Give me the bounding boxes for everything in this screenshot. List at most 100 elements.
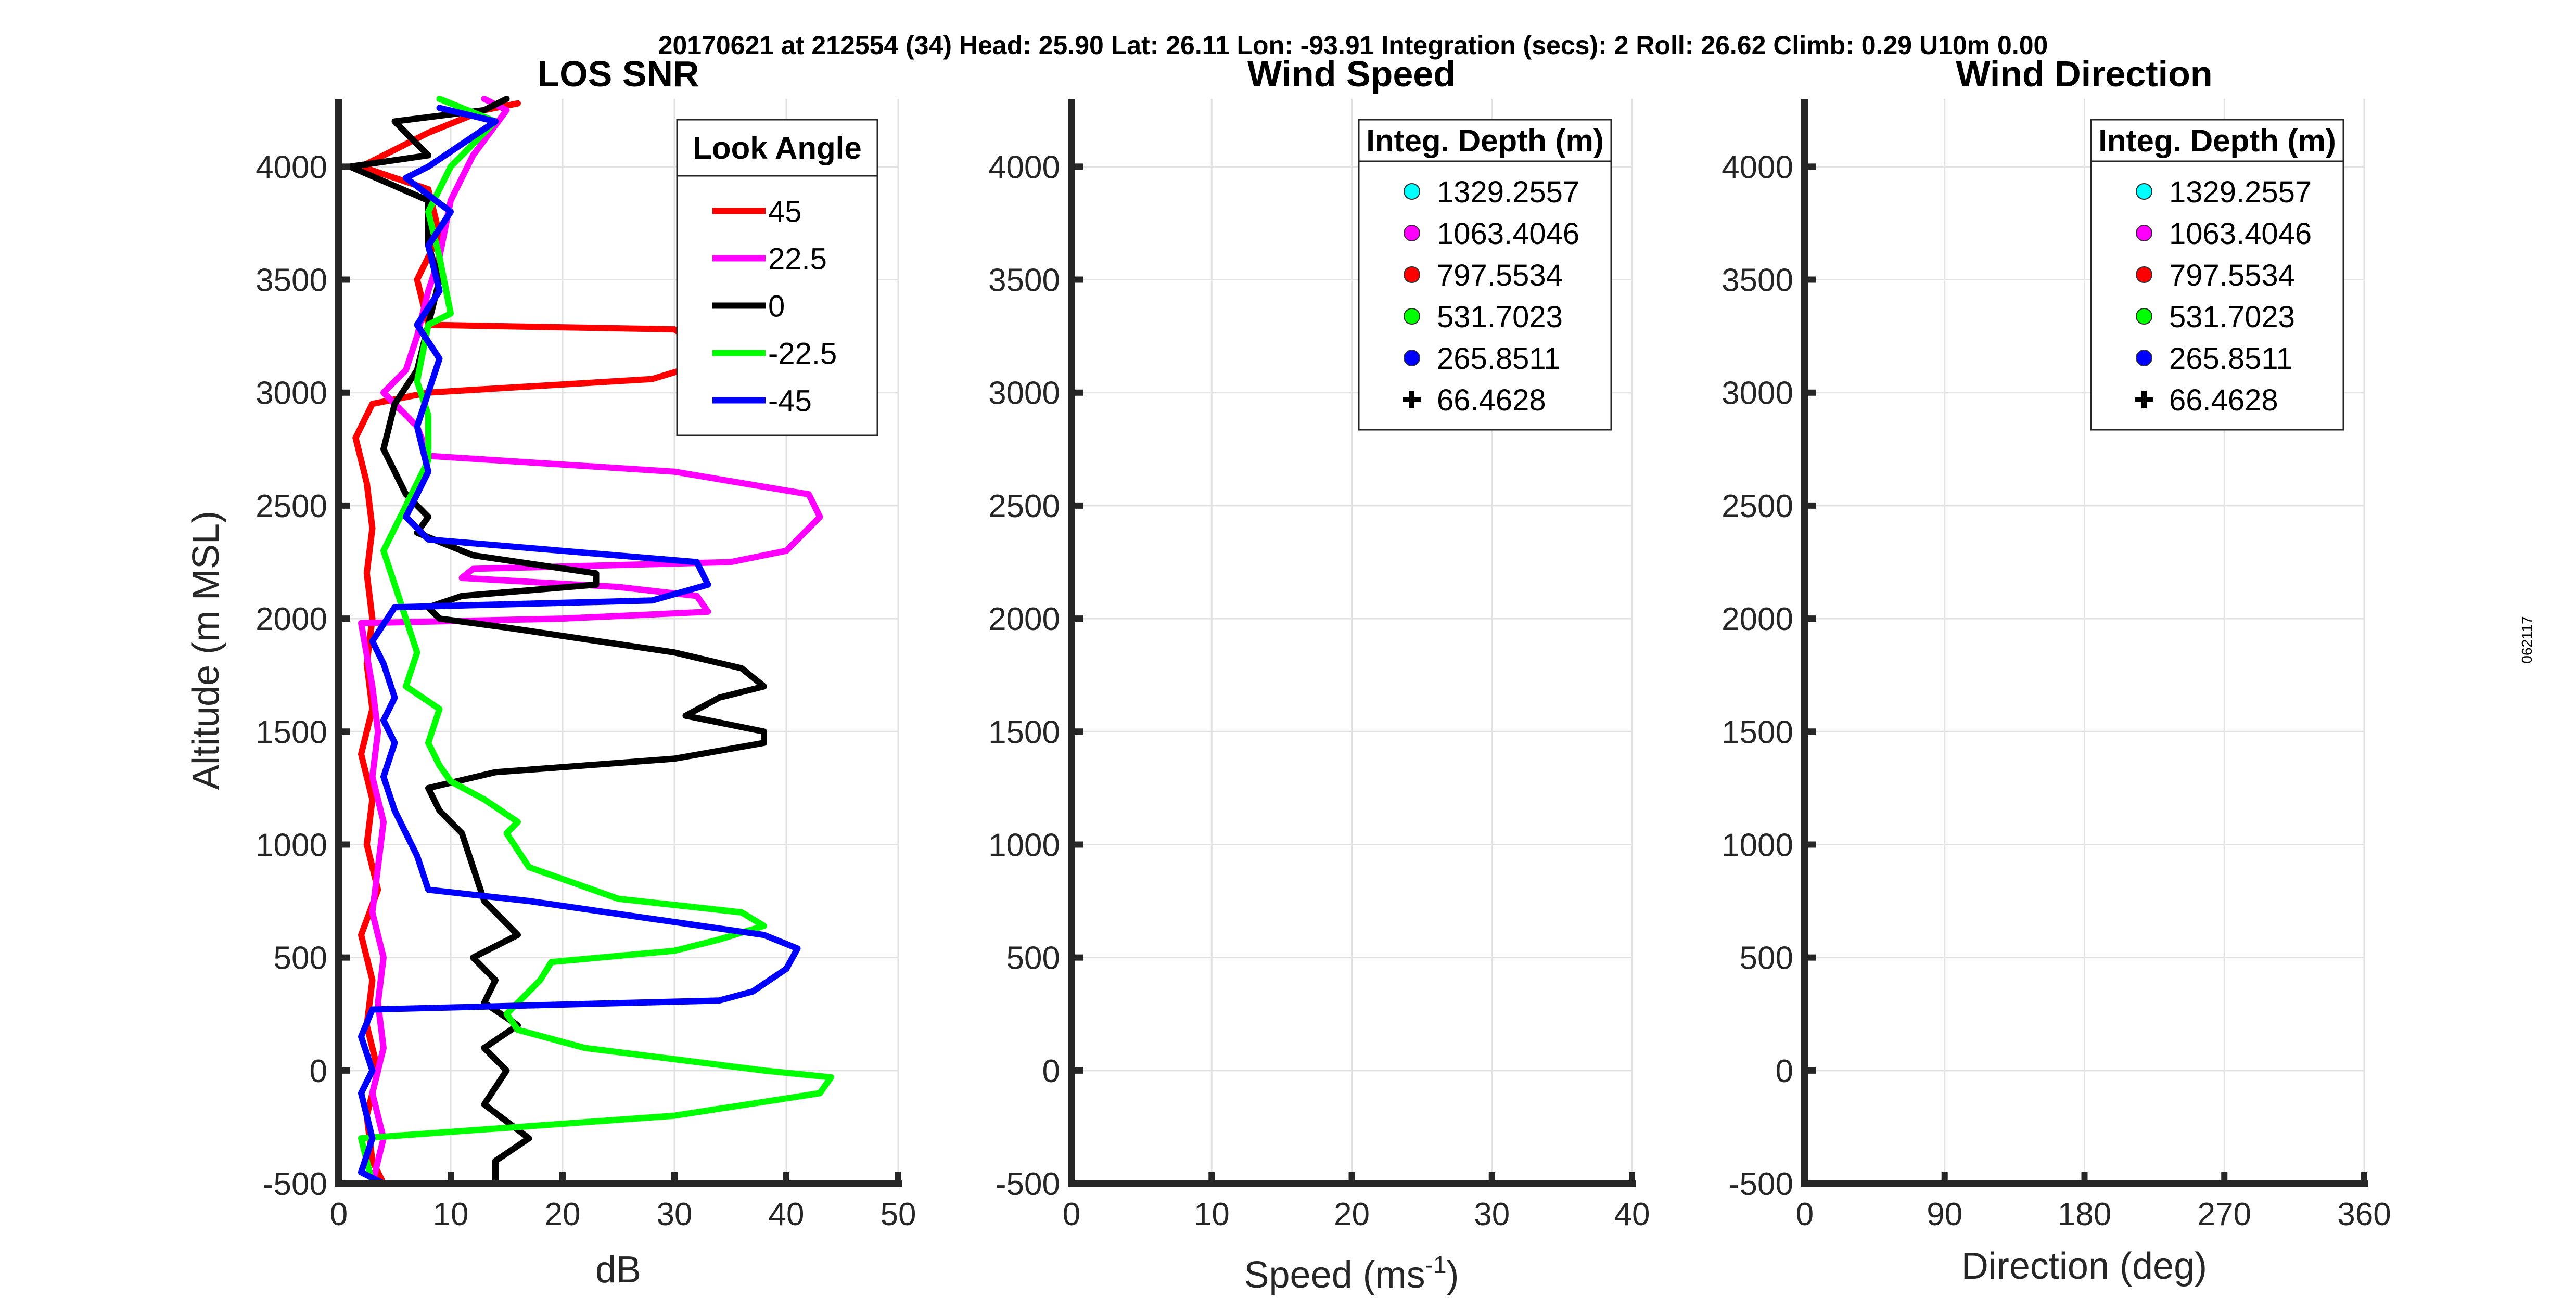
wind-speed-xlabel-close: ) [1447, 1254, 1459, 1296]
wind-direction-legend-swatch [2136, 350, 2152, 366]
los-snr-series-0 [347, 96, 767, 1187]
wind-direction-xtick-label: 270 [2198, 1197, 2251, 1232]
los-snr-ytick-label: 2500 [256, 488, 327, 524]
los-snr-legend-label: 0 [768, 290, 785, 324]
los-snr-grid [338, 99, 899, 1185]
wind-direction-legend-label: 531.7023 [2169, 300, 2295, 334]
wind-direction-legend-label: 1063.4046 [2169, 217, 2312, 251]
wind-speed-xtick-label: 30 [1474, 1197, 1510, 1232]
wind-speed-ytick-label: 4000 [988, 149, 1060, 185]
wind-speed-xlabel-main: Speed (ms [1244, 1254, 1425, 1296]
wind-speed-xtick-label: 0 [1063, 1197, 1080, 1232]
wind-direction-legend-label: 1329.2557 [2169, 175, 2312, 209]
los-snr-legend-title: Look Angle [693, 131, 861, 165]
los-snr-ylabel: Altitude (m MSL) [185, 511, 227, 790]
los-snr-legend-label: -45 [768, 384, 812, 418]
wind-speed-legend-swatch [1404, 308, 1420, 325]
wind-direction-xtick-label: 90 [1927, 1197, 1962, 1232]
los-snr-title: LOS SNR [537, 54, 699, 94]
wind-direction-legend-label: 66.4628 [2169, 383, 2278, 417]
los-snr-series--45 [358, 105, 801, 1187]
los-snr-series-45 [352, 100, 722, 1187]
los-snr-legend-label: 22.5 [768, 242, 827, 276]
los-snr-xtick-label: 50 [881, 1197, 916, 1232]
wind-speed-legend-box [1358, 119, 1612, 431]
wind-direction-xtick-label: 180 [2058, 1197, 2111, 1232]
wind-speed-title: Wind Speed [1247, 54, 1456, 94]
wind-speed-xtick-label: 40 [1614, 1197, 1650, 1232]
wind-direction-ytick-label: 4000 [1721, 149, 1793, 185]
wind-speed-legend-label: 531.7023 [1437, 300, 1563, 334]
los-snr-legend-label: 45 [768, 195, 802, 229]
wind-direction-title: Wind Direction [1956, 54, 2212, 94]
wind-speed-ytick-label: 0 [1042, 1053, 1060, 1089]
wind-speed-xtick-label: 20 [1334, 1197, 1370, 1232]
wind-direction-legend-title: Integ. Depth (m) [2098, 123, 2336, 158]
wind-direction-xtick-label: 0 [1796, 1197, 1814, 1232]
wind-direction-legend-box [2090, 119, 2344, 431]
wind-direction-ytick-label: -500 [1729, 1166, 1793, 1202]
wind-speed-legend-swatch [1404, 183, 1420, 200]
los-snr-ytick-label: 0 [310, 1053, 327, 1089]
wind-direction-legend-label: 797.5534 [2169, 259, 2295, 292]
wind-direction-ytick-label: 3000 [1721, 376, 1793, 411]
wind-speed-legend-label: 1063.4046 [1437, 217, 1579, 251]
los-snr-ytick-label: 2000 [256, 601, 327, 637]
wind-speed-legend: Integ. Depth (m) 1329.2557 1063.4046 797.55… [1358, 119, 1612, 431]
los-snr-xtick-label: 10 [433, 1197, 469, 1232]
wind-direction-xlabel: Direction (deg) [1961, 1245, 2207, 1287]
los-snr-legend: Look Angle 45 22.5 0 -22.5 -45 [676, 119, 878, 436]
los-snr-xtick-label: 20 [545, 1197, 581, 1232]
los-snr-panel: LOS SNR dB Altitude (m MSL) 0 10 20 30 40 50 -… [185, 54, 916, 1291]
los-snr-ytick-label: 4000 [256, 149, 327, 185]
wind-direction-ytick-label: 500 [1740, 941, 1793, 976]
wind-speed-legend-swatch [1404, 225, 1420, 241]
wind-speed-ytick-label: 1500 [988, 714, 1060, 750]
wind-speed-xlabel: Speed (ms-1) [1244, 1251, 1459, 1296]
wind-speed-ytick-label: 3000 [988, 376, 1060, 411]
los-snr-ytick-label: -500 [263, 1166, 327, 1202]
wind-speed-legend-swatch [1404, 266, 1420, 283]
wind-direction-legend-swatch [2136, 225, 2152, 241]
wind-speed-legend-swatch [1404, 350, 1420, 366]
wind-direction-legend-swatch [2135, 391, 2153, 408]
wind-speed-legend-label: 797.5534 [1437, 259, 1563, 292]
wind-speed-ytick-label: 500 [1006, 941, 1060, 976]
wind-speed-legend-label: 66.4628 [1437, 383, 1546, 417]
wind-direction-ytick-label: 2000 [1721, 601, 1793, 637]
los-snr-xtick-label: 40 [769, 1197, 805, 1232]
wind-speed-xlabel-exponent: -1 [1425, 1251, 1447, 1278]
wind-speed-ytick-label: 2000 [988, 601, 1060, 637]
figure-supertitle: 20170621 at 212554 (34) Head: 25.90 Lat:… [658, 31, 2048, 60]
los-snr-legend-label: -22.5 [768, 337, 837, 371]
wind-speed-legend-label: 1329.2557 [1437, 175, 1579, 209]
wind-direction-legend-label: 265.8511 [2169, 342, 2293, 376]
wind-direction-legend-swatch [2136, 308, 2152, 325]
wind-direction-panel: Wind Direction Direction (deg) 0 90 180 270… [1721, 54, 2391, 1287]
wind-speed-ytick-label: 1000 [988, 827, 1060, 863]
wind-direction-ytick-label: 0 [1776, 1053, 1793, 1089]
wind-direction-xtick-label: 360 [2337, 1197, 2391, 1232]
wind-direction-legend: Integ. Depth (m) 1329.2557 1063.4046 797.55… [2090, 119, 2344, 431]
wind-speed-ytick-label: 2500 [988, 488, 1060, 524]
wind-direction-ytick-label: 2500 [1721, 488, 1793, 524]
los-snr-xlabel: dB [595, 1249, 641, 1291]
wind-direction-ytick-label: 1000 [1721, 827, 1793, 863]
wind-speed-legend-label: 265.8511 [1437, 342, 1561, 376]
wind-speed-panel: Wind Speed Speed (ms-1) 0 10 20 30 40-500050… [988, 54, 1650, 1296]
wind-direction-legend-swatch [2136, 266, 2152, 283]
los-snr-ytick-label: 500 [274, 941, 327, 976]
wind-speed-xtick-label: 10 [1194, 1197, 1230, 1232]
wind-speed-ytick-label: 3500 [988, 263, 1060, 299]
wind-direction-ytick-label: 3500 [1721, 263, 1793, 299]
los-snr-series--22_5 [358, 96, 834, 1187]
los-snr-ytick-label: 3500 [256, 263, 327, 299]
los-snr-ytick-label: 1500 [256, 714, 327, 750]
wind-direction-ytick-label: 1500 [1721, 714, 1793, 750]
wind-speed-legend-swatch [1403, 391, 1421, 408]
los-snr-legend-box [676, 119, 878, 436]
los-snr-ytick-label: 3000 [256, 376, 327, 411]
wind-speed-ytick-label: -500 [996, 1166, 1060, 1202]
los-snr-xtick-label: 30 [657, 1197, 693, 1232]
